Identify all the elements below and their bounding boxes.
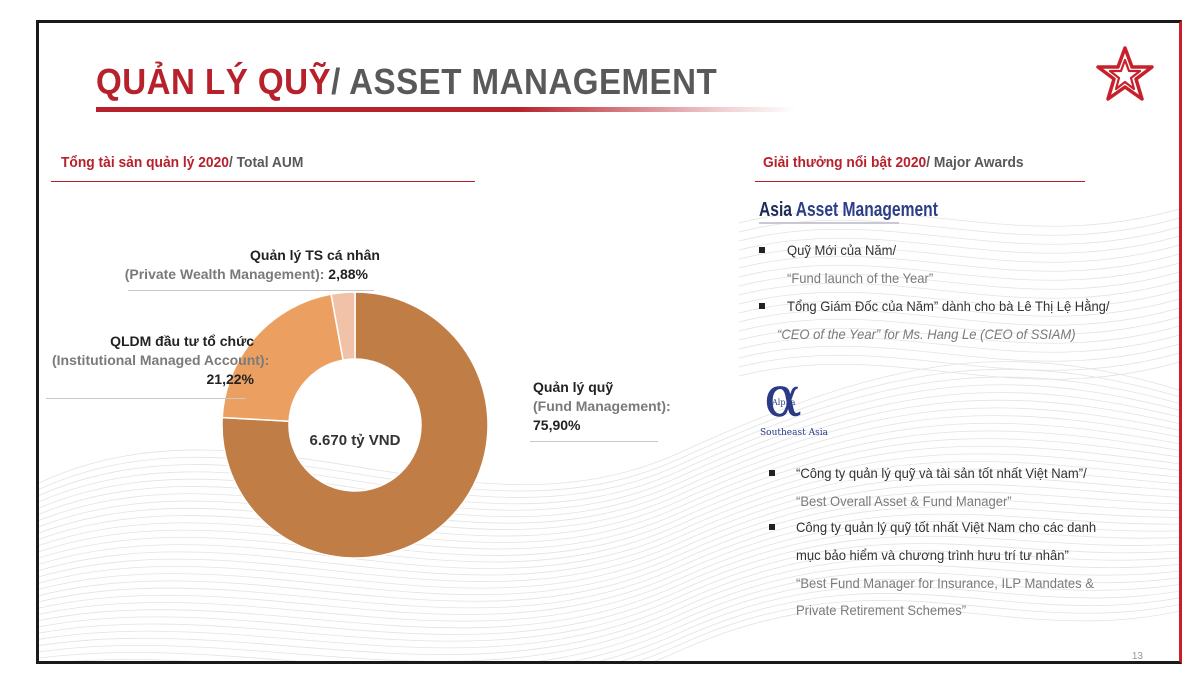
bullet-icon	[759, 247, 765, 253]
award-alpha-2-en-line2: Private Retirement Schemes”	[796, 602, 967, 618]
aam-logo-part-a: Asia	[759, 199, 796, 221]
aam-logo-tagline-bar	[759, 222, 899, 224]
donut-slice-fund-management	[221, 291, 489, 559]
page-number: 13	[1131, 651, 1143, 662]
donut-center-total: 6.670 tỷ VND	[309, 432, 401, 449]
title-underline	[96, 107, 796, 112]
award-alpha-2-en-line1: “Best Fund Manager for Insurance, ILP Ma…	[796, 575, 1094, 591]
alpha-southeast-asia-logo: α Alpha Southeast Asia	[760, 368, 828, 439]
label-fund-management-rule	[530, 441, 658, 442]
award-alpha-1-vn: “Công ty quản lý quỹ và tài sản tốt nhất…	[796, 465, 1087, 481]
wave-line	[39, 550, 1179, 649]
label-private-wealth-rule	[128, 290, 374, 291]
label-private-wealth: (Private Wealth Management): 2,88%	[120, 265, 368, 284]
donut-slice-institutional	[221, 293, 344, 423]
label-institutional-rule	[46, 398, 246, 399]
wave-line	[637, 600, 1179, 661]
alpha-logo-subtitle: Southeast Asia	[760, 428, 828, 438]
bullet-icon	[769, 524, 775, 530]
asia-asset-management-logo: Asia Asset Management	[759, 199, 938, 222]
label-fund-management-value: 75,90%	[533, 417, 581, 433]
aum-donut-chart	[221, 291, 489, 559]
award-alpha-1-en: “Best Overall Asset & Fund Manager”	[796, 493, 1012, 509]
wave-line	[738, 352, 1179, 371]
wave-line	[599, 586, 1179, 661]
aam-logo-part-b: Asset Management	[795, 199, 938, 221]
alpha-logo-word: Alpha	[772, 398, 796, 407]
page-title-vn: QUẢN LÝ QUỸ	[96, 61, 332, 102]
award-alpha-2-vn-line1: Công ty quản lý quỹ tốt nhất Việt Nam ch…	[796, 519, 1097, 535]
label-institutional-en: (Institutional Managed Account):	[52, 352, 270, 368]
bullet-icon	[769, 470, 775, 476]
page-title-en: / ASSET MANAGEMENT	[331, 61, 718, 102]
aum-heading-vn: Tổng tài sản quản lý 2020	[61, 154, 229, 171]
label-fund-management-vn: Quản lý quỹ	[533, 379, 614, 395]
award-aam-2-en: “CEO of the Year” for Ms. Hang Le (CEO o…	[777, 326, 1076, 342]
label-private-wealth-vn: Quản lý TS cá nhân	[250, 247, 380, 263]
award-aam-2-vn: Tổng Giám Đốc của Năm” dành cho bà Lê Th…	[787, 298, 1110, 314]
label-institutional-value: 21,22%	[206, 371, 254, 387]
donut-slice-private-wealth	[330, 291, 356, 361]
label-fund-management-en: (Fund Management):	[533, 398, 671, 414]
awards-heading-en: / Major Awards	[926, 154, 1024, 171]
award-alpha-2-vn-line2: mục bảo hiểm và chương trình hưu trí tư …	[796, 547, 1069, 563]
aum-heading: Tổng tài sản quản lý 2020/ Total AUM	[61, 154, 303, 171]
page-title: QUẢN LÝ QUỸ/ ASSET MANAGEMENT	[96, 61, 717, 103]
bullet-icon	[759, 303, 765, 309]
alpha-glyph-icon: α	[764, 365, 802, 430]
wave-line	[619, 593, 1179, 661]
award-aam-1-en: “Fund launch of the Year”	[787, 270, 934, 286]
star-logo-icon	[1096, 46, 1154, 101]
awards-heading-vn: Giải thưởng nổi bật 2020	[763, 154, 927, 171]
award-aam-1-vn: Quỹ Mới của Năm/	[787, 242, 897, 258]
awards-heading: Giải thưởng nổi bật 2020/ Major Awards	[763, 154, 1024, 171]
label-institutional-vn: QLDM đầu tư tổ chức	[110, 333, 254, 349]
awards-heading-rule	[755, 181, 1085, 182]
aum-heading-en: / Total AUM	[228, 154, 304, 171]
aum-heading-rule	[51, 181, 475, 182]
label-private-wealth-en: (Private Wealth Management):	[124, 266, 325, 282]
wave-line	[654, 607, 1179, 661]
label-private-wealth-value: 2,88%	[328, 266, 368, 282]
